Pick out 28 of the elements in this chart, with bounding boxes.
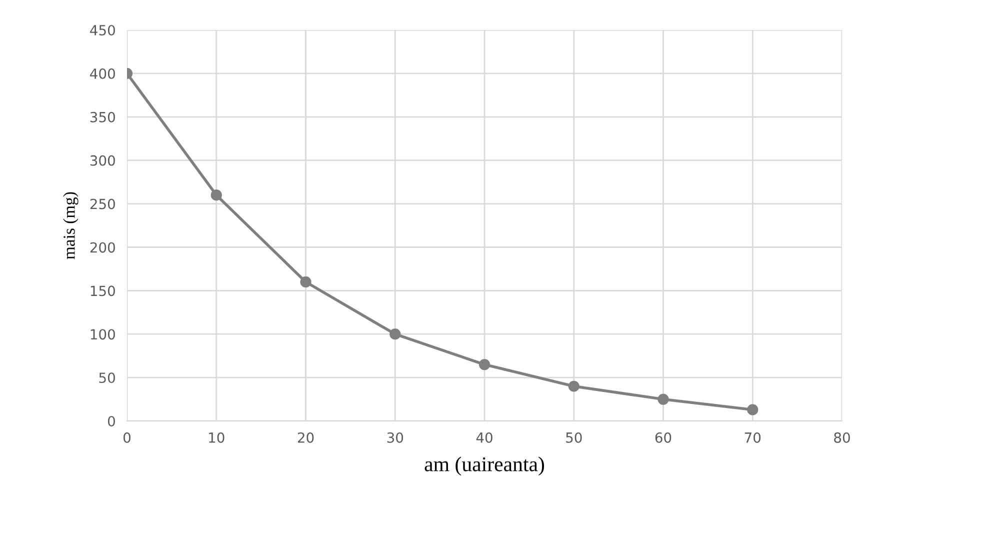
point [210, 190, 222, 201]
point [658, 394, 669, 405]
y-tick-label: 50 [99, 372, 115, 384]
y-tick-label: 100 [90, 329, 115, 340]
y-tick-label: 450 [90, 24, 115, 36]
x-tick-label: 10 [209, 432, 224, 443]
point [478, 358, 490, 370]
y-tick-label: 300 [90, 155, 115, 166]
point [300, 276, 312, 288]
x-tick-label: 70 [744, 432, 761, 443]
x-tick-label: 40 [476, 432, 492, 443]
y-tick-label: 400 [90, 68, 115, 79]
point [568, 380, 580, 392]
x-tick-label: 20 [298, 432, 314, 443]
x-tick-label: 80 [834, 432, 850, 443]
y-tick-label: 250 [90, 198, 115, 210]
x-tick-label: 0 [123, 432, 130, 443]
x-tick-label: 50 [566, 432, 582, 443]
x-tick-label: 60 [655, 432, 672, 443]
y-tick-label: 150 [90, 286, 115, 296]
x-tick-label: 30 [387, 432, 404, 443]
y-tick-label: 200 [90, 242, 115, 253]
y-tick-label: 0 [108, 416, 115, 426]
point [390, 328, 401, 340]
y-tick-label: 350 [90, 112, 115, 122]
point [747, 404, 758, 416]
x-axis-title: am (uaireanta) [424, 456, 544, 476]
y-axis-title: mais (mg) [63, 192, 78, 260]
